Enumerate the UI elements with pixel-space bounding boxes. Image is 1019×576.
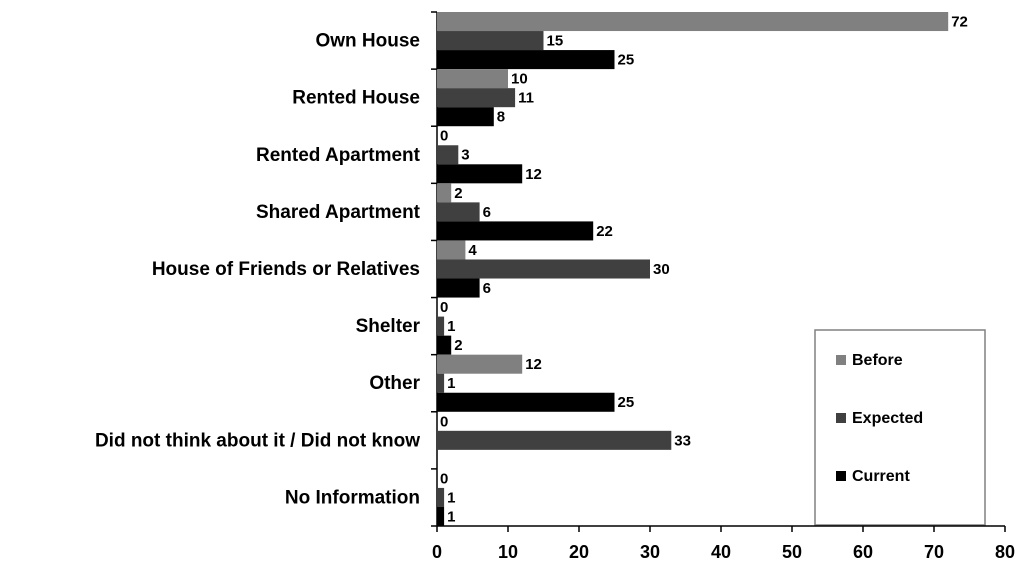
value-label: 6 xyxy=(483,280,491,297)
value-label: 3 xyxy=(461,147,469,164)
value-label: 15 xyxy=(547,33,564,50)
value-label: 2 xyxy=(454,185,462,202)
bar xyxy=(437,278,480,298)
bar xyxy=(437,50,615,70)
bar xyxy=(437,392,615,412)
value-label: 11 xyxy=(518,90,534,107)
value-label: 0 xyxy=(440,413,448,430)
value-label: 8 xyxy=(497,109,505,126)
value-label: 4 xyxy=(468,242,477,259)
category-label: Did not think about it / Did not know xyxy=(95,430,420,451)
value-label: 1 xyxy=(447,318,455,335)
bar xyxy=(437,487,445,507)
bar xyxy=(437,69,508,89)
value-label: 0 xyxy=(440,299,448,316)
value-label: 1 xyxy=(447,375,455,392)
legend-swatch xyxy=(836,471,846,481)
value-label: 6 xyxy=(483,204,491,221)
category-label: Shelter xyxy=(356,316,421,337)
x-tick-label: 80 xyxy=(995,542,1015,562)
legend-label: Current xyxy=(852,468,910,485)
bar xyxy=(437,107,494,127)
value-label: 72 xyxy=(951,13,968,30)
legend-swatch xyxy=(836,413,846,423)
value-label: 12 xyxy=(525,166,542,183)
bar xyxy=(437,164,523,184)
value-label: 1 xyxy=(447,489,455,506)
bar xyxy=(437,183,452,203)
bar xyxy=(437,373,445,393)
x-tick-label: 10 xyxy=(498,542,518,562)
x-tick-label: 0 xyxy=(432,542,442,562)
x-tick-label: 50 xyxy=(782,542,802,562)
value-label: 33 xyxy=(674,432,691,449)
value-label: 30 xyxy=(653,261,670,278)
value-label: 0 xyxy=(440,128,448,145)
legend-label: Expected xyxy=(852,410,923,427)
bar xyxy=(437,31,544,51)
x-tick-label: 40 xyxy=(711,542,731,562)
bar xyxy=(437,240,466,260)
value-label: 25 xyxy=(618,394,635,411)
category-label: House of Friends or Relatives xyxy=(152,259,420,280)
category-label: Rented House xyxy=(292,88,420,109)
bar xyxy=(437,335,452,355)
bar xyxy=(437,88,516,108)
value-label: 25 xyxy=(618,52,635,69)
value-label: 12 xyxy=(525,356,542,373)
x-tick-label: 70 xyxy=(924,542,944,562)
value-label: 10 xyxy=(511,71,528,88)
bar xyxy=(437,259,650,279)
legend-swatch xyxy=(836,355,846,365)
value-label: 2 xyxy=(454,337,462,354)
value-label: 0 xyxy=(440,470,448,487)
x-tick-label: 60 xyxy=(853,542,873,562)
bar xyxy=(437,12,949,32)
bar xyxy=(437,506,445,526)
x-tick-label: 20 xyxy=(569,542,589,562)
bar xyxy=(437,316,445,336)
bar xyxy=(437,430,672,450)
bar xyxy=(437,145,459,165)
category-label: Rented Apartment xyxy=(256,145,421,166)
x-tick-label: 30 xyxy=(640,542,660,562)
category-label: No Information xyxy=(285,487,420,508)
category-label: Own House xyxy=(315,31,420,52)
value-label: 22 xyxy=(596,223,613,240)
legend-label: Before xyxy=(852,352,903,369)
category-label: Other xyxy=(369,373,420,394)
value-label: 1 xyxy=(447,508,455,525)
bar xyxy=(437,354,523,374)
category-label: Shared Apartment xyxy=(256,202,421,223)
bar xyxy=(437,221,594,241)
bar xyxy=(437,202,480,222)
